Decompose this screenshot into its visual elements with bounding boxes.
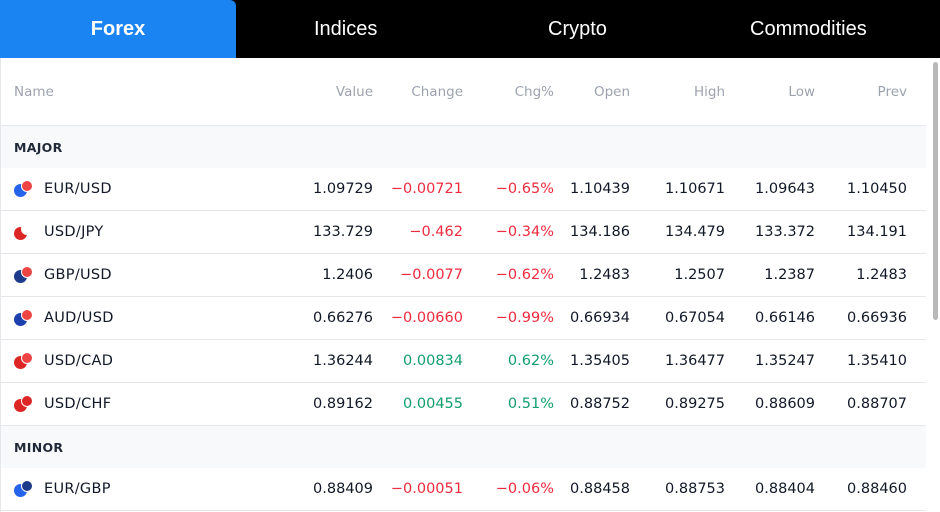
- cell-high: 0.89275: [665, 396, 725, 412]
- cell-change-percent: 0.51%: [507, 396, 554, 412]
- column-header-high[interactable]: High: [693, 83, 725, 100]
- cell-high: 1.36477: [665, 353, 725, 369]
- table-row[interactable]: USD/CAD 1.36244 0.00834 0.62% 1.35405 1.36477…: [1, 340, 926, 383]
- cell-low: 1.09643: [755, 181, 815, 197]
- cell-high: 1.2507: [674, 267, 725, 283]
- cell-value: 0.66276: [313, 310, 373, 326]
- cell-high: 0.88753: [665, 481, 725, 497]
- cell-value: 1.09729: [313, 181, 373, 197]
- cell-low: 133.372: [755, 224, 815, 240]
- market-tabs: Forex Indices Crypto Commodities: [0, 0, 940, 58]
- cell-open: 1.10439: [570, 181, 630, 197]
- table-row[interactable]: EUR/USD 1.09729 −0.00721 −0.65% 1.10439 1.106…: [1, 168, 926, 211]
- cell-change-percent: 0.62%: [507, 353, 554, 369]
- section-header-major: MAJOR: [1, 126, 926, 168]
- cell-name[interactable]: GBP/USD: [1, 266, 221, 284]
- cell-low: 1.2387: [764, 267, 815, 283]
- table-row[interactable]: USD/JPY 133.729 −0.462 −0.34% 134.186 134.479…: [1, 211, 926, 254]
- pair-name[interactable]: GBP/USD: [44, 267, 112, 283]
- cell-change: −0.00051: [390, 481, 463, 497]
- table-row[interactable]: AUD/USD 0.66276 −0.00660 −0.99% 0.66934 0.670…: [1, 297, 926, 340]
- cell-open: 134.186: [570, 224, 630, 240]
- table-row[interactable]: EUR/GBP 0.88409 −0.00051 −0.06% 0.88458 0.887…: [1, 468, 926, 511]
- cell-value: 0.88409: [313, 481, 373, 497]
- currency-flag-icon: [14, 352, 33, 370]
- cell-change: −0.00660: [390, 310, 463, 326]
- cell-change: −0.462: [409, 224, 463, 240]
- currency-flag-icon: [14, 395, 33, 413]
- vertical-scrollbar[interactable]: [933, 62, 938, 320]
- cell-high: 1.10671: [665, 181, 725, 197]
- cell-change: 0.00455: [403, 396, 463, 412]
- cell-prev: 134.191: [847, 224, 907, 240]
- pair-name[interactable]: USD/CHF: [44, 396, 112, 412]
- cell-prev: 1.2483: [856, 267, 907, 283]
- cell-high: 134.479: [665, 224, 725, 240]
- cell-name[interactable]: AUD/USD: [1, 309, 221, 327]
- cell-open: 0.88752: [570, 396, 630, 412]
- cell-change: −0.0077: [400, 267, 463, 283]
- pair-name[interactable]: AUD/USD: [44, 310, 114, 326]
- cell-value: 1.2406: [322, 267, 373, 283]
- pair-name[interactable]: EUR/USD: [44, 181, 112, 197]
- pair-name[interactable]: USD/CAD: [44, 353, 114, 369]
- tab-commodities[interactable]: Commodities: [750, 17, 867, 40]
- cell-prev: 0.88707: [847, 396, 907, 412]
- cell-value: 0.89162: [313, 396, 373, 412]
- cell-low: 1.35247: [755, 353, 815, 369]
- cell-open: 0.66934: [570, 310, 630, 326]
- currency-flag-icon: [14, 223, 33, 241]
- cell-name[interactable]: USD/CHF: [1, 395, 221, 413]
- cell-prev: 1.35410: [847, 353, 907, 369]
- table-header: Name Value Change Chg% Open High Low Pre…: [1, 58, 926, 126]
- column-header-change-percent[interactable]: Chg%: [514, 83, 554, 100]
- cell-low: 0.88609: [755, 396, 815, 412]
- cell-open: 1.2483: [579, 267, 630, 283]
- cell-change: 0.00834: [403, 353, 463, 369]
- cell-open: 1.35405: [570, 353, 630, 369]
- tab-crypto[interactable]: Crypto: [548, 17, 607, 40]
- column-header-open[interactable]: Open: [593, 83, 630, 100]
- cell-change-percent: −0.62%: [495, 267, 554, 283]
- cell-change-percent: −0.65%: [495, 181, 554, 197]
- cell-change: −0.00721: [390, 181, 463, 197]
- cell-prev: 0.66936: [847, 310, 907, 326]
- cell-name[interactable]: USD/JPY: [1, 223, 221, 241]
- column-header-name[interactable]: Name: [14, 83, 54, 100]
- cell-low: 0.88404: [755, 481, 815, 497]
- currency-flag-icon: [14, 309, 33, 327]
- cell-value: 1.36244: [313, 353, 373, 369]
- section-title: MINOR: [14, 439, 64, 455]
- cell-prev: 0.88460: [847, 481, 907, 497]
- cell-change-percent: −0.34%: [495, 224, 554, 240]
- currency-flag-icon: [14, 180, 33, 198]
- tab-indices[interactable]: Indices: [314, 17, 378, 40]
- section-header-minor: MINOR: [1, 426, 926, 468]
- cell-name[interactable]: USD/CAD: [1, 352, 221, 370]
- cell-change-percent: −0.06%: [495, 481, 554, 497]
- column-header-value[interactable]: Value: [335, 83, 373, 100]
- column-header-change[interactable]: Change: [411, 83, 463, 100]
- table-body: MAJOR EUR/USD 1.09729 −0.00721 −0.65% 1.10439…: [1, 126, 940, 511]
- cell-prev: 1.10450: [847, 181, 907, 197]
- cell-low: 0.66146: [755, 310, 815, 326]
- section-title: MAJOR: [14, 139, 63, 155]
- pair-name[interactable]: EUR/GBP: [44, 481, 111, 497]
- cell-open: 0.88458: [570, 481, 630, 497]
- cell-value: 133.729: [313, 224, 373, 240]
- tab-forex[interactable]: Forex: [0, 0, 236, 58]
- currency-flag-icon: [14, 480, 33, 498]
- quotes-table: Name Value Change Chg% Open High Low Pre…: [0, 58, 940, 512]
- pair-name[interactable]: USD/JPY: [44, 224, 104, 240]
- column-header-prev[interactable]: Prev: [877, 83, 907, 100]
- table-row[interactable]: USD/CHF 0.89162 0.00455 0.51% 0.88752 0.89275…: [1, 383, 926, 426]
- cell-name[interactable]: EUR/USD: [1, 180, 221, 198]
- cell-change-percent: −0.99%: [495, 310, 554, 326]
- column-header-low[interactable]: Low: [788, 83, 815, 100]
- cell-name[interactable]: EUR/GBP: [1, 480, 221, 498]
- currency-flag-icon: [14, 266, 33, 284]
- cell-high: 0.67054: [665, 310, 725, 326]
- table-row[interactable]: GBP/USD 1.2406 −0.0077 −0.62% 1.2483 1.2507 1.…: [1, 254, 926, 297]
